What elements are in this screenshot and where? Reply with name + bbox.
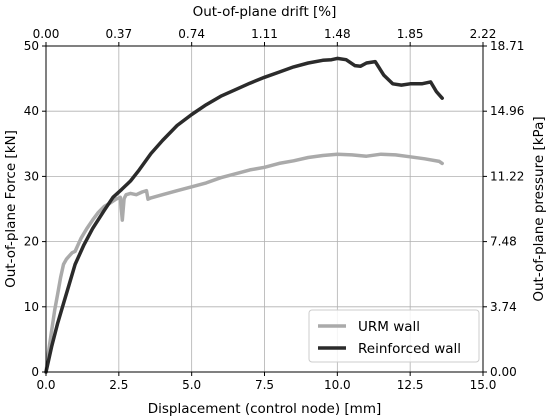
y2-tick-label: 7.48 bbox=[490, 235, 517, 249]
y2-tick-label: 18.71 bbox=[490, 39, 524, 53]
y-tick-label: 30 bbox=[24, 169, 39, 183]
y-axis-label: Out-of-plane Force [kN] bbox=[3, 130, 19, 288]
x2-axis-label: Out-of-plane drift [%] bbox=[193, 4, 337, 20]
x-tick-label: 2.5 bbox=[109, 378, 128, 392]
y2-tick-label: 0.00 bbox=[490, 365, 517, 379]
x2-tick-label: 1.48 bbox=[324, 27, 351, 41]
y2-axis-label: Out-of-plane pressure [kPa] bbox=[531, 116, 547, 301]
y2-tick-label: 14.96 bbox=[490, 104, 524, 118]
axis-ticks: 0.0 0.00 2.5 0.37 5.0 0.74 7.5 1.11 10.0 1.48 12.5… bbox=[24, 27, 525, 392]
y2-tick-label: 11.22 bbox=[490, 169, 524, 183]
legend-label-urm-wall: URM wall bbox=[358, 319, 420, 335]
x-tick-label: 0.0 bbox=[36, 378, 55, 392]
legend-box bbox=[308, 309, 480, 363]
x2-tick-label: 1.11 bbox=[251, 27, 278, 41]
x-tick-label: 10.0 bbox=[324, 378, 351, 392]
y-tick-label: 10 bbox=[24, 300, 39, 314]
series-line-reinforced-wall bbox=[44, 56, 444, 374]
y-tick-label: 0 bbox=[31, 365, 39, 379]
x-tick-label: 7.5 bbox=[255, 378, 274, 392]
x-tick-label: 15.0 bbox=[470, 378, 497, 392]
y-tick-label: 50 bbox=[24, 39, 39, 53]
series-line-urm-wall bbox=[44, 152, 444, 374]
series-layer bbox=[44, 56, 444, 374]
x-axis-label: Displacement (control node) [mm] bbox=[148, 401, 382, 417]
x2-tick-label: 0.37 bbox=[105, 27, 132, 41]
x-tick-label: 12.5 bbox=[397, 378, 424, 392]
y2-tick-label: 3.74 bbox=[490, 300, 517, 314]
y-tick-label: 40 bbox=[24, 104, 39, 118]
x-tick-label: 5.0 bbox=[182, 378, 201, 392]
y-tick-label: 20 bbox=[24, 235, 39, 249]
legend-label-reinforced-wall: Reinforced wall bbox=[358, 341, 461, 357]
x2-tick-label: 0.74 bbox=[178, 27, 205, 41]
x2-tick-label: 2.22 bbox=[470, 27, 497, 41]
x2-tick-label: 1.85 bbox=[397, 27, 424, 41]
x2-tick-label: 0.00 bbox=[33, 27, 60, 41]
legend: URM wall Reinforced wall bbox=[308, 309, 480, 363]
